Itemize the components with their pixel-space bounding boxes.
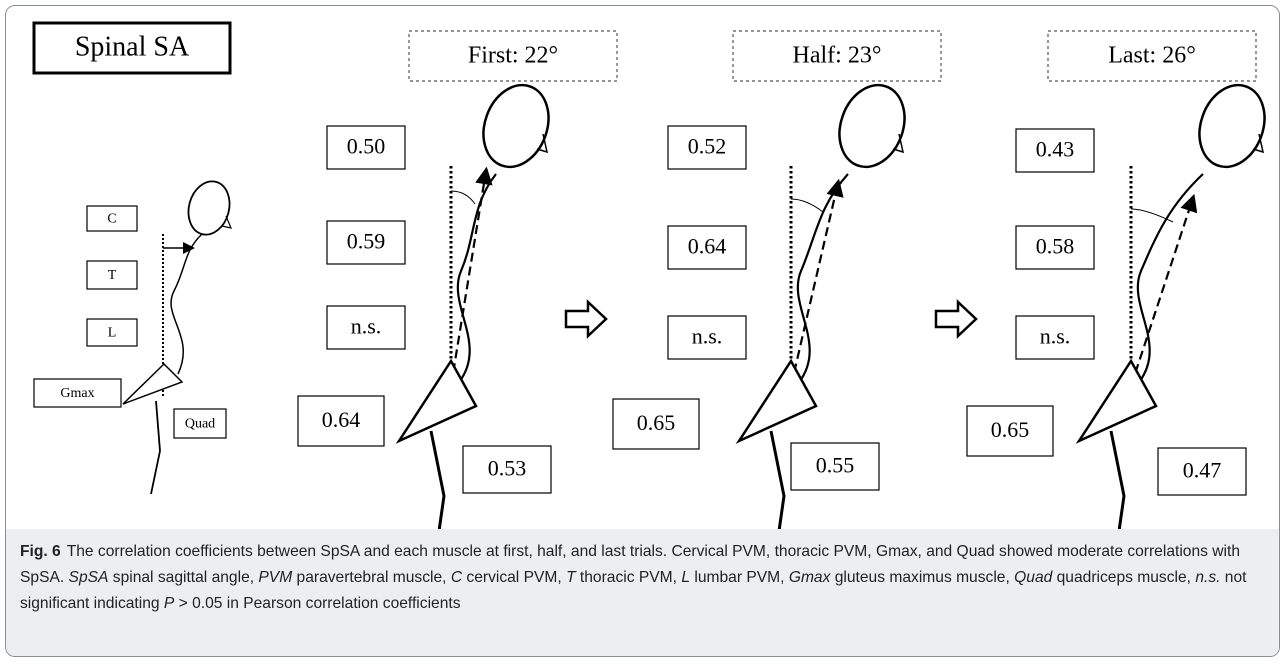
coefficient: 0.52: [688, 134, 727, 159]
spine: [796, 174, 848, 386]
coefficient: 0.65: [637, 410, 676, 435]
coefficient: 0.65: [991, 417, 1030, 442]
coefficient: 0.47: [1183, 458, 1222, 483]
coefficient: 0.53: [488, 456, 527, 481]
page: Spinal SA C T L Gmax Quad First: 22° 0.50 0.59 n…: [0, 0, 1285, 666]
head: [829, 76, 916, 176]
caption-run: gluteus maximus muscle,: [830, 569, 1014, 586]
coefficient: 0.59: [347, 229, 386, 254]
coefficient: 0.50: [347, 134, 386, 159]
caption-run: > 0.05 in Pearson correlation coefficien…: [174, 595, 460, 612]
panel-header: Last: 26°: [1108, 43, 1196, 69]
head: [1189, 76, 1276, 176]
caption-label: Fig. 6: [20, 543, 61, 560]
spine: [456, 174, 496, 386]
caption-run: cervical PVM,: [462, 569, 566, 586]
leg: [431, 431, 444, 529]
transition-arrow: [936, 302, 976, 336]
caption-run: thoracic PVM,: [576, 569, 682, 586]
spine: [1136, 174, 1203, 386]
angle-arc: [791, 199, 823, 212]
coefficient: 0.64: [322, 407, 361, 432]
trunk-vector: [451, 171, 486, 386]
figure: Spinal SA C T L Gmax Quad First: 22° 0.50 0.59 n…: [6, 6, 1279, 529]
caption-run: quadriceps muscle,: [1052, 569, 1195, 586]
caption-run: C: [451, 569, 462, 586]
pelvis: [123, 364, 182, 404]
coefficient: n.s.: [351, 314, 382, 339]
caption-run: P: [164, 595, 174, 612]
caption-run: PVM: [258, 569, 292, 586]
leg: [151, 401, 160, 494]
figure-frame: Spinal SA C T L Gmax Quad First: 22° 0.50 0.59 n…: [5, 5, 1280, 657]
legend-label: C: [107, 212, 116, 227]
angle-arc: [451, 191, 475, 204]
figure-title: Spinal SA: [75, 31, 190, 62]
leg: [1111, 431, 1124, 529]
caption-run: T: [566, 569, 576, 586]
coefficient: 0.43: [1036, 137, 1075, 162]
coefficient: 0.58: [1036, 234, 1075, 259]
caption-run: paravertebral muscle,: [292, 569, 451, 586]
legend-label: Gmax: [60, 386, 94, 401]
head: [183, 177, 236, 240]
transition-arrow: [566, 302, 606, 336]
caption-run: n.s.: [1195, 569, 1220, 586]
caption-run: spinal sagittal angle,: [108, 569, 258, 586]
coefficient: n.s.: [692, 324, 723, 349]
panel-header: Half: 23°: [793, 43, 882, 69]
spine: [171, 234, 202, 374]
coefficient: n.s.: [1040, 324, 1071, 349]
coefficient: 0.55: [816, 453, 855, 478]
caption-run: lumbar PVM,: [690, 569, 789, 586]
panel-header: First: 22°: [468, 43, 558, 69]
caption-run: Quad: [1014, 569, 1052, 586]
caption-run: SpSA: [69, 569, 109, 586]
caption-run: Gmax: [789, 569, 831, 586]
legend-label: Quad: [185, 417, 215, 432]
head: [473, 76, 560, 176]
legend-label: L: [108, 326, 117, 341]
legend-label: T: [108, 268, 117, 283]
caption-run: L: [681, 569, 690, 586]
coefficient: 0.64: [688, 234, 727, 259]
leg: [771, 431, 784, 529]
